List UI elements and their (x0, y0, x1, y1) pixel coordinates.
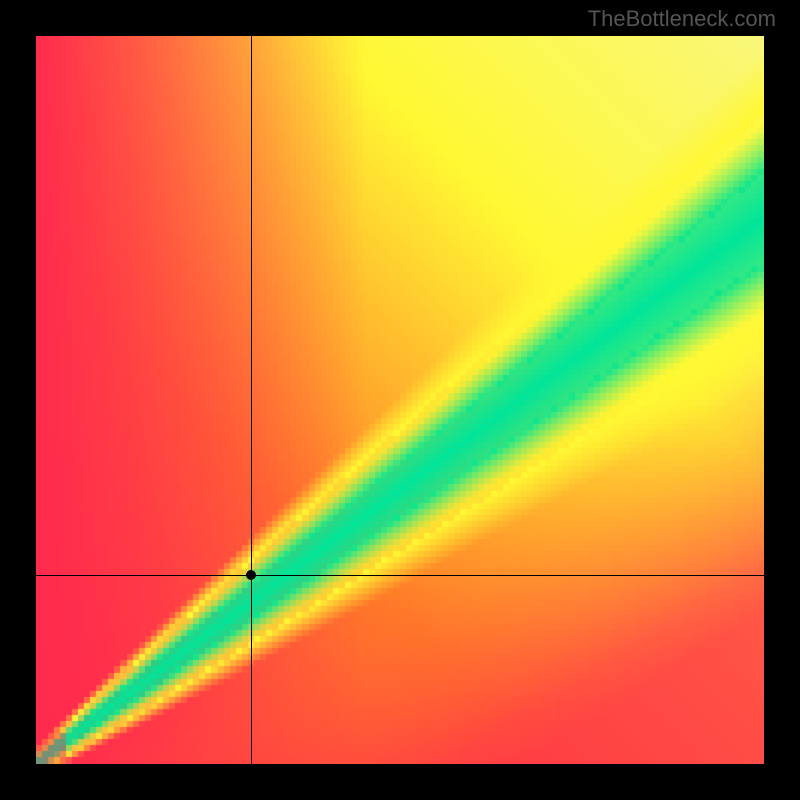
marker-point (246, 570, 256, 580)
heatmap-plot (36, 36, 764, 764)
chart-container: TheBottleneck.com (0, 0, 800, 800)
crosshair-vertical (251, 36, 252, 764)
crosshair-horizontal (36, 575, 764, 576)
watermark-text: TheBottleneck.com (588, 6, 776, 32)
